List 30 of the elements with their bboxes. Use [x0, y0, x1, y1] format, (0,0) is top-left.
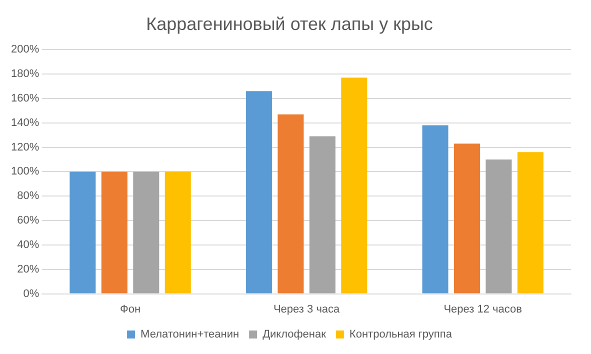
bar — [309, 136, 336, 294]
bar — [101, 172, 128, 294]
y-tick-label: 60% — [17, 214, 40, 227]
legend-label: Мелатонин+теанин — [140, 328, 240, 341]
y-tick-label: 160% — [10, 92, 40, 104]
x-tick-label: Через 12 часов — [444, 303, 522, 316]
bar — [70, 172, 96, 294]
bar — [133, 172, 160, 294]
bar — [454, 144, 480, 294]
y-tick-label: 80% — [17, 190, 40, 202]
legend-label: Диклофенак — [262, 328, 326, 341]
bar — [422, 125, 448, 294]
chart-title: Каррагениновый отек лапы у крыс — [146, 14, 433, 34]
x-tick-label: Фон — [120, 303, 141, 316]
y-tick-label: 200% — [10, 44, 40, 56]
bar — [278, 114, 304, 294]
bar — [164, 172, 191, 294]
bar — [246, 91, 272, 294]
y-tick-label: 180% — [10, 68, 40, 80]
y-tick-label: 120% — [10, 141, 40, 154]
bar — [486, 159, 512, 294]
legend-label: Контрольная группа — [349, 328, 453, 341]
y-tick-label: 100% — [10, 166, 40, 178]
y-tick-label: 0% — [23, 288, 40, 300]
bar — [517, 152, 544, 294]
y-tick-label: 140% — [10, 116, 40, 129]
y-tick-label: 20% — [17, 263, 40, 276]
y-tick-label: 40% — [17, 238, 40, 251]
x-tick-label: Через 3 часа — [273, 303, 341, 316]
bar — [341, 78, 368, 294]
